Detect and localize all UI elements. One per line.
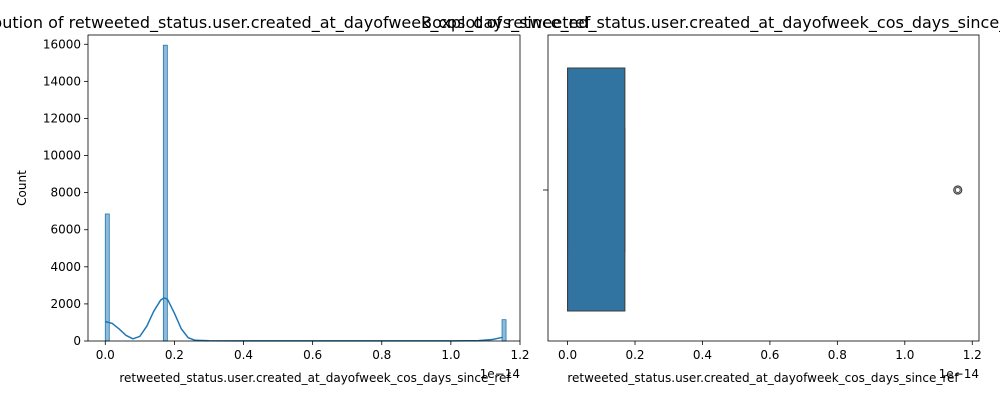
boxplot-x-tick-label: 0.8 — [828, 348, 847, 362]
histogram-x-ticks: 0.0 0.2 0.4 0.6 0.8 1.0 1.2 — [96, 341, 530, 362]
histogram-y-tick-label: 4000 — [50, 260, 81, 274]
boxplot-x-axis-label: retweeted_status.user.created_at_dayofwe… — [567, 371, 959, 385]
histogram-y-tick-label: 0 — [73, 334, 81, 348]
histogram-x-tick-label: 0.6 — [303, 348, 322, 362]
boxplot-panel: 0.0 0.2 0.4 0.6 0.8 1.0 1.2 Boxplot of retweet… — [421, 13, 1000, 385]
boxplot-x-tick-label: 1.0 — [895, 348, 914, 362]
boxplot-iqr-box — [567, 67, 626, 312]
boxplot-x-tick-label: 0.6 — [760, 348, 779, 362]
boxplot-title: Boxplot of retweeted_status.user.created… — [421, 13, 1000, 33]
histogram-panel: 0.0 0.2 0.4 0.6 0.8 1.0 1.2 0 2000 4000 6000 8000 1… — [0, 13, 591, 385]
boxplot-outlier — [954, 187, 961, 193]
histogram-x-tick-label: 1.0 — [441, 348, 460, 362]
histogram-y-tick-label: 8000 — [50, 186, 81, 200]
histogram-y-tick-label: 16000 — [43, 37, 81, 51]
boxplot-x-tick-label: 0.0 — [558, 348, 577, 362]
histogram-bars — [104, 44, 507, 342]
histogram-axes-frame — [87, 34, 521, 342]
boxplot-box — [567, 67, 963, 312]
histogram-y-tick-label: 12000 — [43, 111, 81, 125]
boxplot-axes-frame — [547, 34, 980, 342]
histogram-x-tick-label: 1.2 — [510, 348, 529, 362]
histogram-x-axis-label: retweeted_status.user.created_at_dayofwe… — [119, 371, 511, 385]
boxplot-x-tick-label: 0.2 — [625, 348, 644, 362]
histogram-x-tick-label: 0.4 — [234, 348, 253, 362]
histogram-x-tick-label: 0.2 — [165, 348, 184, 362]
histogram-y-tick-label: 6000 — [50, 223, 81, 237]
boxplot-x-ticks: 0.0 0.2 0.4 0.6 0.8 1.0 1.2 — [558, 341, 982, 362]
histogram-x-tick-label: 0.0 — [96, 348, 115, 362]
boxplot-outlier — [953, 185, 963, 195]
boxplot-x-tick-label: 0.4 — [693, 348, 712, 362]
histogram-y-ticks: 0 2000 4000 6000 8000 10000 12000 14000 16000 — [43, 37, 88, 348]
histogram-x-offset-label: 1e−14 — [480, 367, 520, 381]
histogram-bar-1 — [162, 44, 168, 342]
histogram-y-axis-label: Count — [15, 170, 29, 206]
histogram-y-tick-label: 2000 — [50, 297, 81, 311]
boxplot-x-offset-label: 1e−14 — [939, 367, 979, 381]
histogram-y-tick-label: 10000 — [43, 149, 81, 163]
boxplot-x-tick-label: 1.2 — [963, 348, 982, 362]
histogram-title: Distribution of retweeted_status.user.cr… — [0, 13, 591, 33]
histogram-x-tick-label: 0.8 — [372, 348, 391, 362]
histogram-y-tick-label: 14000 — [43, 74, 81, 88]
